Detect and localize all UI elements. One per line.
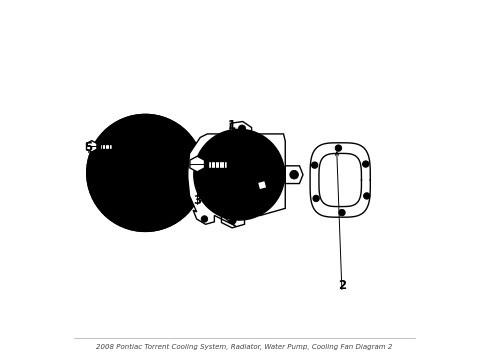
Circle shape — [156, 205, 163, 211]
Circle shape — [156, 134, 163, 141]
Circle shape — [363, 193, 369, 199]
Circle shape — [261, 147, 266, 152]
Polygon shape — [189, 156, 204, 172]
Circle shape — [193, 129, 284, 220]
Text: 1: 1 — [227, 119, 236, 132]
Circle shape — [271, 172, 277, 177]
Text: 4: 4 — [139, 181, 147, 194]
Circle shape — [177, 155, 183, 161]
Circle shape — [127, 205, 134, 211]
Circle shape — [229, 217, 236, 224]
Bar — [100, 144, 112, 149]
Bar — [207, 161, 226, 168]
Circle shape — [338, 210, 345, 216]
Circle shape — [311, 162, 317, 168]
Circle shape — [236, 207, 242, 213]
Circle shape — [106, 155, 113, 161]
Circle shape — [211, 147, 217, 152]
Text: 2008 Pontiac Torrent Cooling System, Radiator, Water Pump, Cooling Fan Diagram 2: 2008 Pontiac Torrent Cooling System, Rad… — [96, 344, 392, 350]
Circle shape — [261, 197, 266, 203]
Circle shape — [201, 216, 207, 222]
Circle shape — [238, 125, 245, 132]
Circle shape — [211, 197, 217, 203]
Circle shape — [127, 134, 134, 141]
Circle shape — [86, 114, 203, 231]
Circle shape — [312, 195, 319, 202]
Text: 2: 2 — [337, 279, 346, 292]
Circle shape — [335, 145, 341, 151]
Circle shape — [136, 164, 154, 182]
Circle shape — [289, 170, 298, 179]
Polygon shape — [309, 143, 369, 217]
Text: 3: 3 — [193, 194, 202, 207]
Text: 5: 5 — [83, 141, 92, 154]
Polygon shape — [187, 122, 303, 228]
Circle shape — [236, 136, 242, 142]
Polygon shape — [86, 141, 97, 152]
Circle shape — [227, 163, 250, 186]
Circle shape — [362, 161, 368, 167]
Circle shape — [201, 172, 206, 177]
Bar — [257, 180, 266, 190]
Circle shape — [177, 184, 183, 191]
Circle shape — [106, 184, 113, 191]
